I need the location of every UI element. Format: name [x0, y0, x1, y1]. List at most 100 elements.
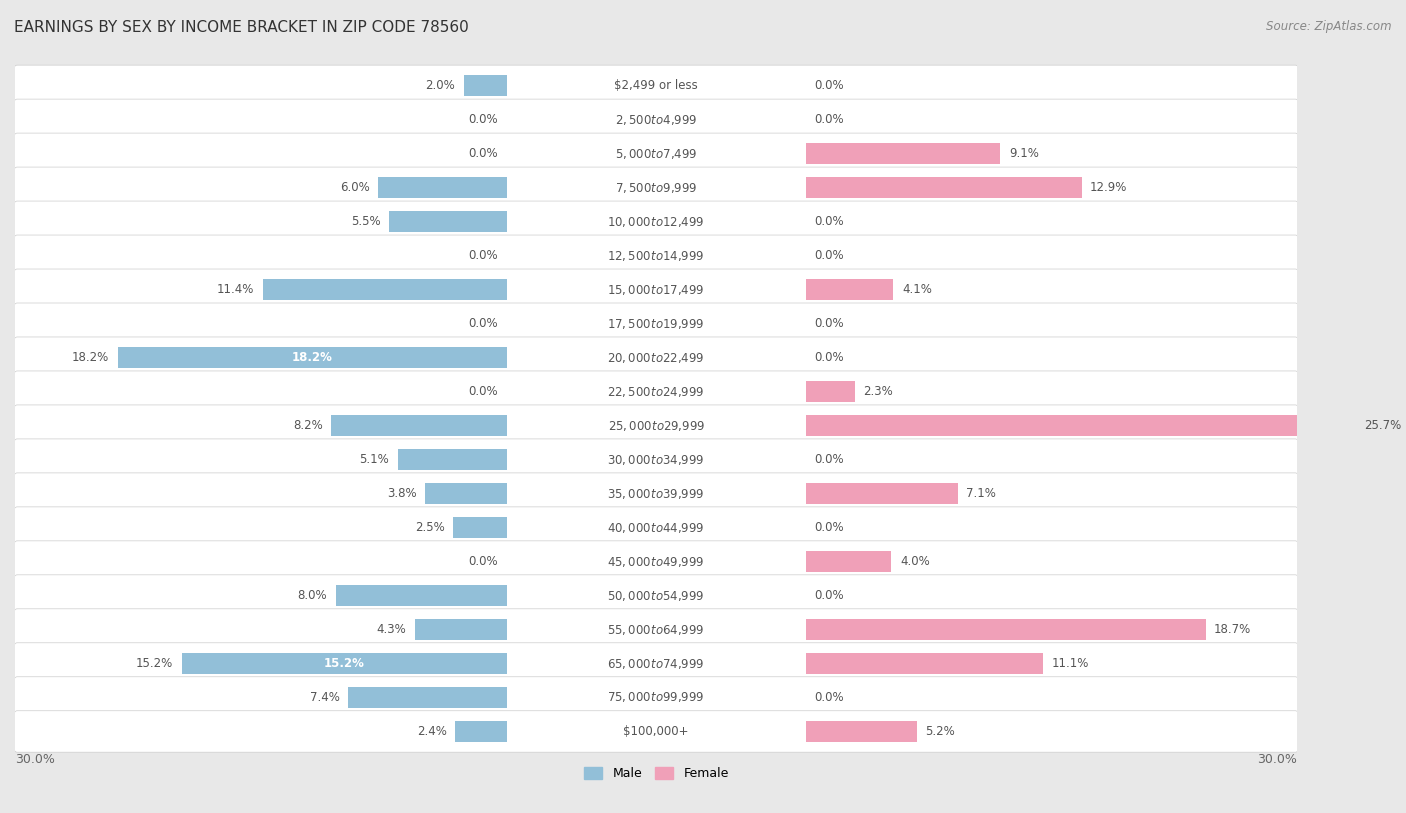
Text: 9.1%: 9.1% [1010, 147, 1039, 160]
Text: 4.1%: 4.1% [903, 283, 932, 296]
Text: 15.2%: 15.2% [323, 657, 364, 670]
Bar [398, 449, 506, 470]
Text: 0.0%: 0.0% [814, 317, 844, 330]
Text: $100,000+: $100,000+ [623, 725, 689, 738]
Text: 0.0%: 0.0% [814, 453, 844, 466]
Bar [181, 653, 506, 674]
Text: 7.1%: 7.1% [966, 487, 995, 500]
Text: 2.4%: 2.4% [418, 725, 447, 738]
Text: Source: ZipAtlas.com: Source: ZipAtlas.com [1267, 20, 1392, 33]
Bar [806, 483, 957, 504]
Bar [464, 76, 506, 97]
Text: 0.0%: 0.0% [814, 215, 844, 228]
Text: $40,000 to $44,999: $40,000 to $44,999 [607, 520, 704, 535]
Text: 4.0%: 4.0% [900, 555, 929, 568]
FancyBboxPatch shape [14, 201, 1299, 242]
FancyBboxPatch shape [14, 269, 1299, 311]
Text: $35,000 to $39,999: $35,000 to $39,999 [607, 487, 704, 501]
Bar [806, 381, 855, 402]
Text: EARNINGS BY SEX BY INCOME BRACKET IN ZIP CODE 78560: EARNINGS BY SEX BY INCOME BRACKET IN ZIP… [14, 20, 468, 35]
Bar [806, 143, 1000, 164]
Text: 0.0%: 0.0% [468, 555, 498, 568]
Bar [349, 687, 506, 708]
FancyBboxPatch shape [14, 133, 1299, 175]
Text: 0.0%: 0.0% [814, 113, 844, 126]
FancyBboxPatch shape [14, 609, 1299, 650]
Text: $12,500 to $14,999: $12,500 to $14,999 [607, 249, 704, 263]
Text: $7,500 to $9,999: $7,500 to $9,999 [614, 180, 697, 195]
Bar [389, 211, 506, 233]
Text: 0.0%: 0.0% [814, 521, 844, 534]
Text: $65,000 to $74,999: $65,000 to $74,999 [607, 657, 704, 671]
Text: 30.0%: 30.0% [15, 753, 55, 766]
Bar [415, 619, 506, 640]
FancyBboxPatch shape [14, 303, 1299, 345]
Text: 2.0%: 2.0% [426, 80, 456, 93]
Bar [806, 415, 1355, 437]
FancyBboxPatch shape [14, 371, 1299, 412]
Text: 8.2%: 8.2% [292, 420, 323, 433]
FancyBboxPatch shape [14, 337, 1299, 378]
Text: 12.9%: 12.9% [1090, 181, 1128, 194]
Text: 5.2%: 5.2% [925, 725, 955, 738]
Text: 25.7%: 25.7% [1364, 420, 1400, 433]
Bar [806, 721, 917, 742]
Bar [456, 721, 506, 742]
Text: 0.0%: 0.0% [468, 113, 498, 126]
Legend: Male, Female: Male, Female [579, 763, 734, 785]
Bar [806, 279, 893, 300]
Text: $2,499 or less: $2,499 or less [614, 80, 699, 93]
Bar [263, 279, 506, 300]
Text: 5.5%: 5.5% [352, 215, 381, 228]
Text: $5,000 to $7,499: $5,000 to $7,499 [614, 147, 697, 161]
Bar [806, 619, 1205, 640]
Bar [378, 177, 506, 198]
Text: $10,000 to $12,499: $10,000 to $12,499 [607, 215, 704, 228]
Text: 0.0%: 0.0% [468, 250, 498, 263]
Text: 7.4%: 7.4% [309, 691, 340, 704]
Text: 6.0%: 6.0% [340, 181, 370, 194]
Text: 0.0%: 0.0% [814, 691, 844, 704]
Text: 2.5%: 2.5% [415, 521, 444, 534]
Text: 11.4%: 11.4% [217, 283, 254, 296]
FancyBboxPatch shape [14, 235, 1299, 276]
FancyBboxPatch shape [14, 506, 1299, 548]
Text: 5.1%: 5.1% [360, 453, 389, 466]
Text: 0.0%: 0.0% [468, 317, 498, 330]
Text: 0.0%: 0.0% [814, 80, 844, 93]
Bar [426, 483, 506, 504]
Bar [453, 517, 506, 538]
Text: $30,000 to $34,999: $30,000 to $34,999 [607, 453, 704, 467]
FancyBboxPatch shape [14, 473, 1299, 515]
Bar [806, 551, 891, 572]
Text: $22,500 to $24,999: $22,500 to $24,999 [607, 385, 704, 398]
FancyBboxPatch shape [14, 167, 1299, 208]
Text: $17,500 to $19,999: $17,500 to $19,999 [607, 317, 704, 331]
Text: 30.0%: 30.0% [1257, 753, 1298, 766]
Text: $45,000 to $49,999: $45,000 to $49,999 [607, 554, 704, 568]
FancyBboxPatch shape [14, 575, 1299, 616]
FancyBboxPatch shape [14, 65, 1299, 107]
Text: $20,000 to $22,499: $20,000 to $22,499 [607, 350, 704, 365]
Text: $25,000 to $29,999: $25,000 to $29,999 [607, 419, 704, 433]
Text: 0.0%: 0.0% [814, 250, 844, 263]
Text: $50,000 to $54,999: $50,000 to $54,999 [607, 589, 704, 602]
Text: 18.7%: 18.7% [1215, 623, 1251, 636]
FancyBboxPatch shape [14, 676, 1299, 718]
Text: 8.0%: 8.0% [298, 589, 328, 602]
Text: 0.0%: 0.0% [468, 385, 498, 398]
Text: $15,000 to $17,499: $15,000 to $17,499 [607, 283, 704, 297]
FancyBboxPatch shape [14, 99, 1299, 141]
Text: 11.1%: 11.1% [1052, 657, 1090, 670]
Text: 0.0%: 0.0% [814, 589, 844, 602]
Text: 18.2%: 18.2% [72, 351, 110, 364]
Text: 15.2%: 15.2% [136, 657, 173, 670]
FancyBboxPatch shape [14, 643, 1299, 685]
Bar [332, 415, 506, 437]
Text: 0.0%: 0.0% [814, 351, 844, 364]
Text: $2,500 to $4,999: $2,500 to $4,999 [614, 113, 697, 127]
Text: 4.3%: 4.3% [377, 623, 406, 636]
Bar [336, 585, 506, 606]
Bar [118, 347, 506, 368]
FancyBboxPatch shape [14, 711, 1299, 752]
